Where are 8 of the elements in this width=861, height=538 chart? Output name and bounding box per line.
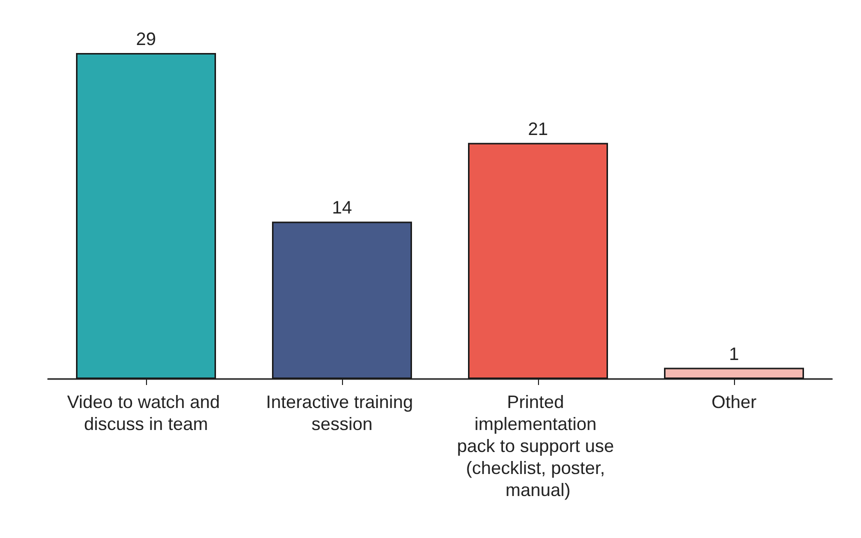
x-tick-label: Other bbox=[711, 392, 757, 412]
data-label: 1 bbox=[728, 344, 740, 364]
x-tick-label: Video to watch and discuss in team bbox=[67, 392, 225, 434]
x-tick-label: Printed implementation pack to support use (checklist, poster, manual) bbox=[456, 392, 620, 500]
data-label: 21 bbox=[528, 118, 548, 139]
x-tick-label: Interactive training session bbox=[266, 392, 418, 434]
data-label: 29 bbox=[136, 29, 156, 49]
data-label: 14 bbox=[332, 198, 352, 218]
